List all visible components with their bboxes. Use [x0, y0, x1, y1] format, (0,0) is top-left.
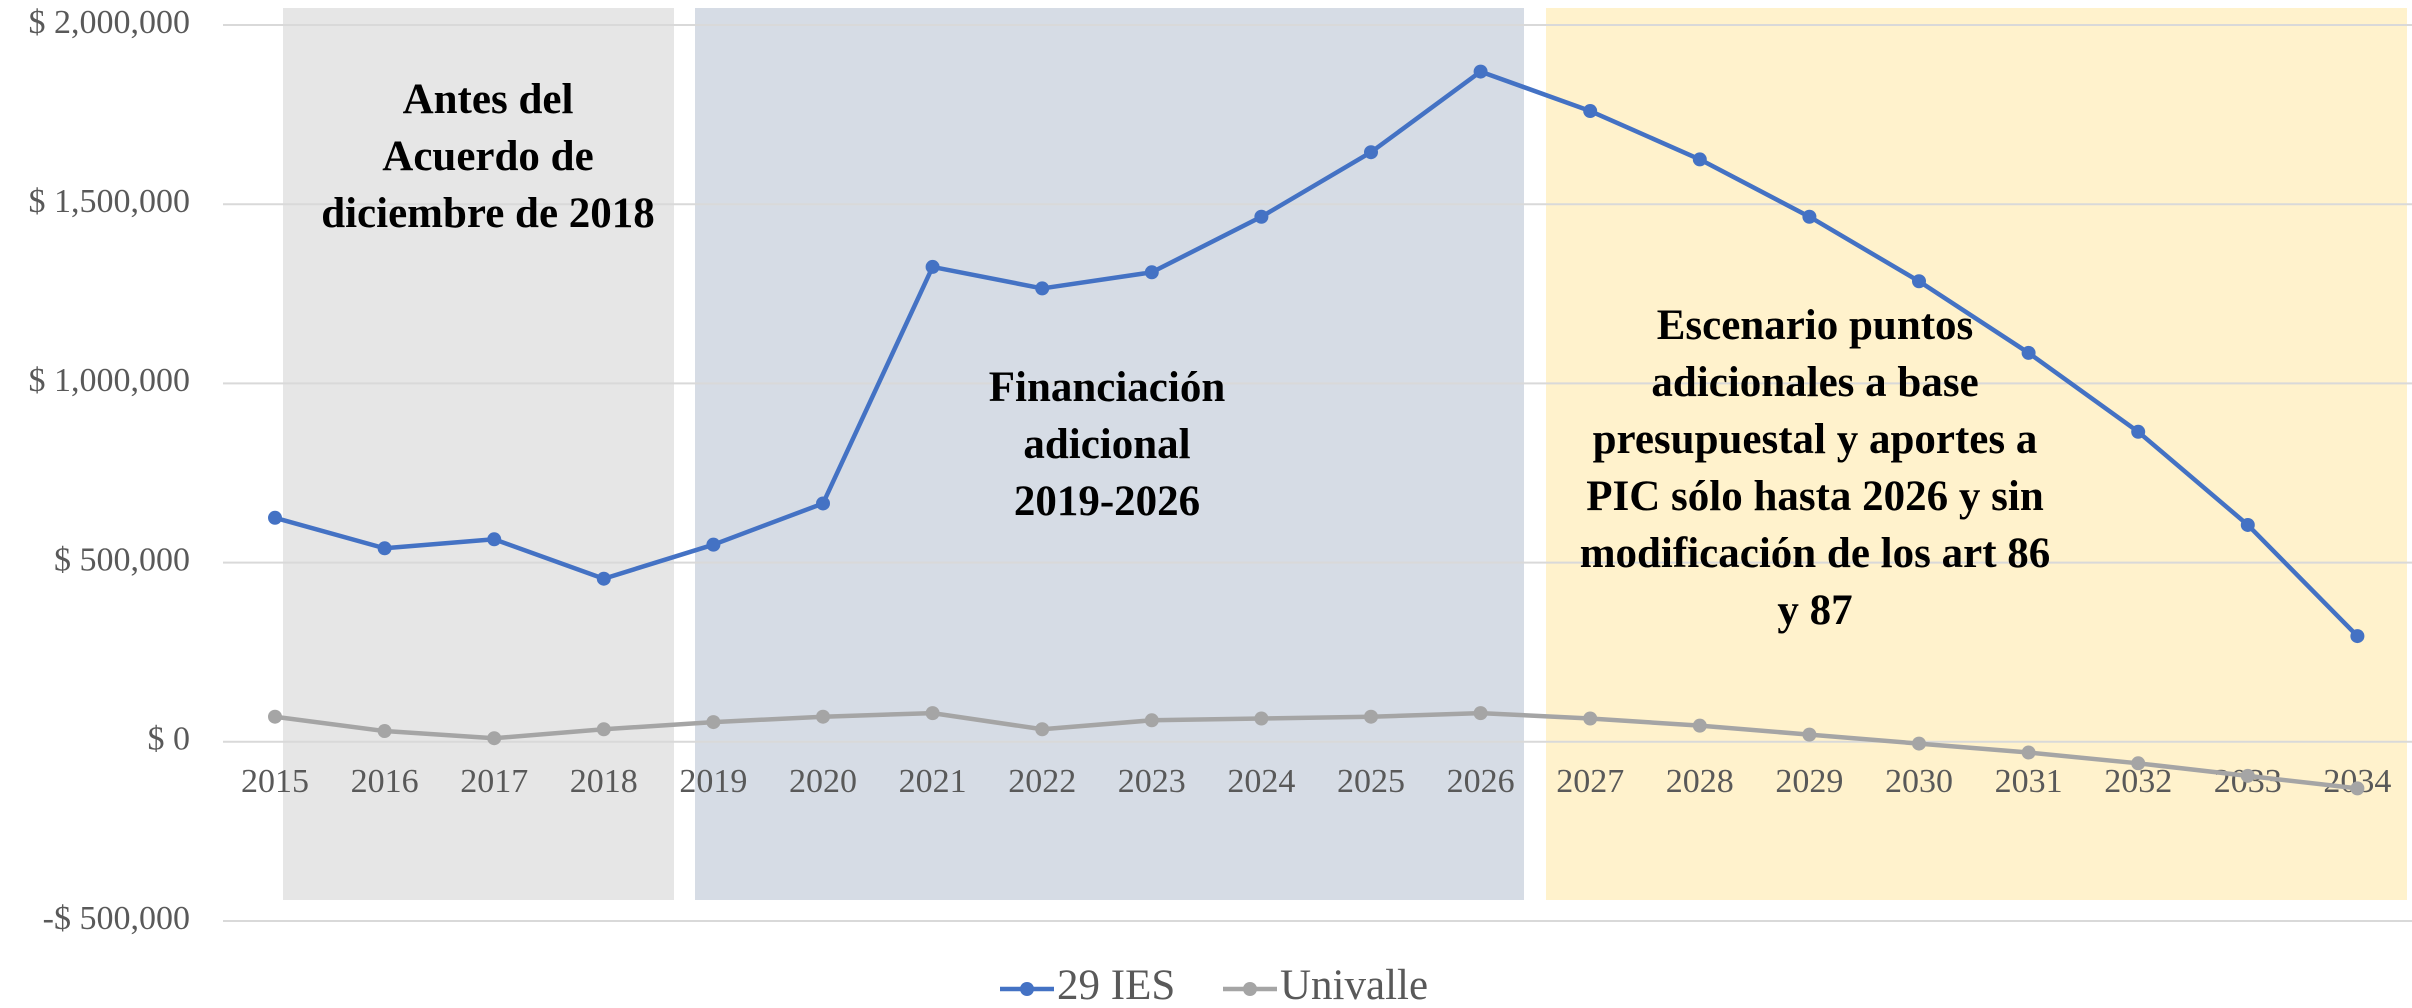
- data-point: [1144, 265, 1159, 280]
- annotation: PIC sólo hasta 2026 y sin: [1586, 473, 2044, 520]
- x-tick-label: 2023: [1118, 763, 1186, 800]
- data-point: [2350, 629, 2365, 644]
- y-tick-label: $ 1,500,000: [29, 183, 191, 220]
- x-tick-label: 2015: [241, 763, 309, 800]
- data-point: [1473, 64, 1488, 79]
- data-point: [596, 571, 611, 586]
- data-point: [1035, 281, 1050, 296]
- y-tick-label: $ 500,000: [54, 541, 190, 578]
- annotation: modificación de los art 86: [1580, 530, 2051, 577]
- data-point: [268, 510, 282, 525]
- annotation: y 87: [1777, 587, 1852, 634]
- annotation: presupuestal y aportes a: [1593, 416, 2038, 463]
- data-point: [1035, 722, 1050, 737]
- annotation-region: [283, 8, 674, 900]
- data-point: [1692, 152, 1707, 167]
- data-point: [1802, 727, 1817, 742]
- data-point: [487, 532, 502, 547]
- data-point: [2240, 768, 2255, 783]
- data-point: [1802, 209, 1817, 224]
- x-tick-label: 2018: [570, 763, 638, 800]
- data-point: [2021, 345, 2036, 360]
- data-point: [1144, 713, 1159, 728]
- data-point: [2240, 517, 2255, 532]
- x-tick-label: 2026: [1447, 763, 1515, 800]
- legend-label: 29 IES: [1057, 962, 1175, 1008]
- y-tick-label: $ 1,000,000: [29, 362, 191, 399]
- data-point: [706, 537, 721, 552]
- annotation: adicional: [1023, 421, 1190, 468]
- data-point: [377, 541, 392, 556]
- data-point: [2131, 756, 2146, 771]
- data-point: [377, 724, 392, 739]
- annotation: diciembre de 2018: [321, 190, 655, 237]
- data-point: [706, 715, 721, 730]
- data-point: [1364, 709, 1378, 724]
- legend-swatch: [1020, 982, 1034, 996]
- legend-swatch: [1243, 982, 1257, 996]
- x-tick-label: 2020: [789, 763, 857, 800]
- x-tick-label: 2031: [1995, 763, 2063, 800]
- x-tick-label: 2021: [899, 763, 967, 800]
- data-point: [1473, 706, 1488, 721]
- data-point: [1583, 711, 1598, 726]
- series-line: [274, 69, 2360, 638]
- data-point: [487, 731, 502, 746]
- x-tick-label: 2016: [351, 763, 419, 800]
- x-tick-label: 2017: [460, 763, 528, 800]
- data-point: [1254, 209, 1269, 224]
- x-tick-label: 2029: [1775, 763, 1843, 800]
- data-point: [925, 259, 940, 274]
- series-line: [274, 710, 2358, 791]
- data-point: [1364, 145, 1378, 160]
- x-tick-label: 2027: [1556, 763, 1624, 800]
- data-point: [2021, 745, 2036, 760]
- x-tick-label: 2030: [1885, 763, 1953, 800]
- data-point: [2131, 424, 2146, 439]
- x-tick-label: 2019: [679, 763, 747, 800]
- y-tick-label: $ 2,000,000: [29, 4, 191, 41]
- data-point: [596, 722, 611, 737]
- annotation: adicionales a base: [1651, 359, 1978, 406]
- data-point: [925, 706, 940, 721]
- data-point: [816, 496, 830, 511]
- x-tick-label: 2028: [1666, 763, 1734, 800]
- x-tick-label: 2025: [1337, 763, 1405, 800]
- annotation: Acuerdo de: [382, 133, 593, 180]
- annotation: Antes del: [403, 76, 574, 123]
- x-tick-label: 2024: [1227, 763, 1295, 800]
- annotation: Escenario puntos: [1657, 302, 1974, 349]
- annotation: 2019-2026: [1014, 478, 1200, 525]
- y-tick-label: $ 0: [148, 721, 191, 758]
- data-point: [268, 709, 282, 724]
- data-point: [816, 709, 830, 724]
- data-point: [1912, 274, 1926, 289]
- data-point: [1692, 718, 1707, 733]
- annotation: Financiación: [989, 364, 1226, 411]
- data-point: [1583, 104, 1598, 119]
- data-point: [1912, 736, 1926, 751]
- data-point: [2350, 781, 2365, 796]
- x-tick-label: 2022: [1008, 763, 1076, 800]
- data-point: [1254, 711, 1269, 726]
- legend-label: Univalle: [1280, 962, 1428, 1008]
- y-tick-label: -$ 500,000: [43, 900, 190, 937]
- annotation-region: [695, 8, 1524, 900]
